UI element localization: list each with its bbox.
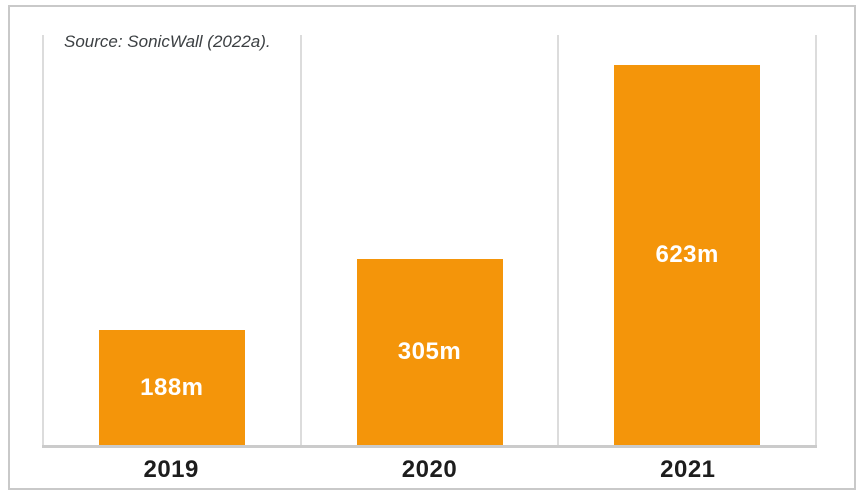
bar-value-label-2021: 623m [655, 240, 719, 268]
bar-value-label-2020: 305m [397, 337, 462, 365]
x-axis: 2019 2020 2021 [42, 451, 817, 489]
x-tick-2019: 2019 [143, 456, 199, 483]
plot-area: 188m 305m 623m [42, 35, 818, 448]
bar-section-2020: 305m [299, 35, 558, 445]
bar-2019: 188m [98, 330, 245, 445]
source-note: Source: SonicWall (2022a). [64, 32, 271, 51]
x-tick-2020: 2020 [401, 456, 458, 483]
bar-2020: 305m [356, 258, 503, 445]
bar-value-label-2019: 188m [140, 373, 204, 401]
x-tick-2021: 2021 [660, 456, 716, 483]
bar-section-2021: 623m [557, 35, 818, 445]
bar-section-2019: 188m [42, 35, 300, 445]
chart-frame: Source: SonicWall (2022a). 188m 305m 623… [8, 5, 856, 490]
bar-2021: 623m [614, 64, 761, 445]
